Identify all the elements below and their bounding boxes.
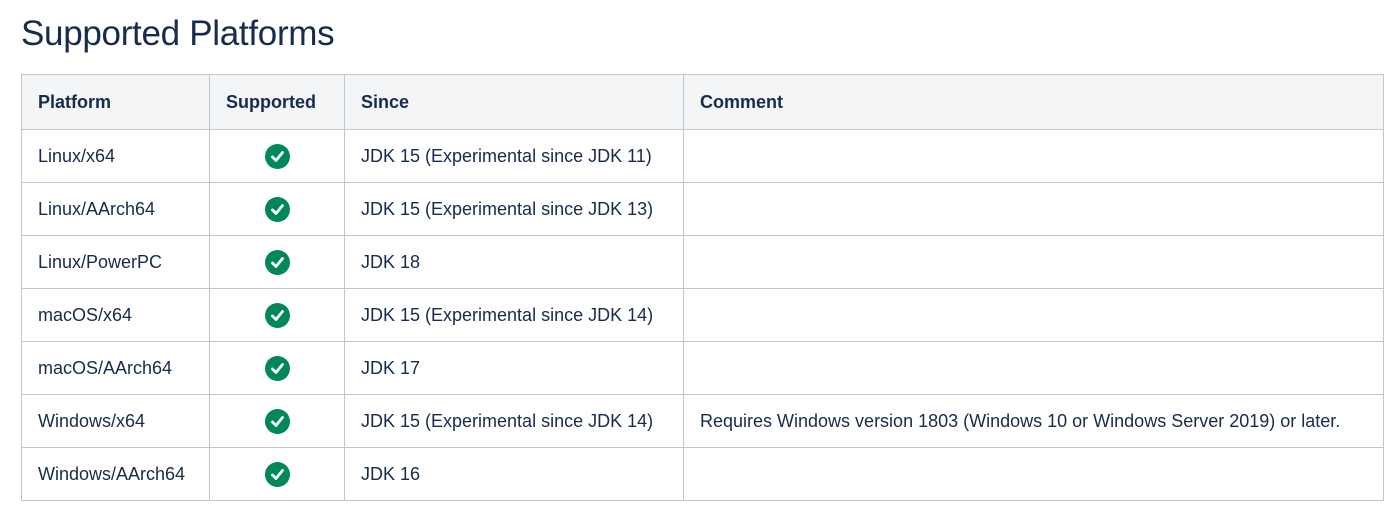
- check-circle-icon: [264, 302, 290, 328]
- table-row: macOS/x64 JDK 15 (Experimental since JDK…: [21, 288, 1384, 342]
- supported-cell: [209, 394, 345, 448]
- platform-cell: Linux/AArch64: [21, 182, 210, 236]
- comment-cell: [683, 447, 1384, 501]
- supported-cell: [209, 235, 345, 289]
- platform-cell: Windows/x64: [21, 394, 210, 448]
- comment-cell: [683, 341, 1384, 395]
- check-circle-icon: [264, 249, 290, 275]
- table-row: Linux/x64 JDK 15 (Experimental since JDK…: [21, 129, 1384, 183]
- since-cell: JDK 15 (Experimental since JDK 11): [344, 129, 684, 183]
- table-row: Windows/AArch64 JDK 16: [21, 447, 1384, 501]
- since-cell: JDK 18: [344, 235, 684, 289]
- supported-cell: [209, 288, 345, 342]
- table-row: macOS/AArch64 JDK 17: [21, 341, 1384, 395]
- column-header-platform: Platform: [21, 74, 210, 130]
- check-circle-icon: [264, 408, 290, 434]
- comment-cell: Requires Windows version 1803 (Windows 1…: [683, 394, 1384, 448]
- comment-cell: [683, 235, 1384, 289]
- since-cell: JDK 17: [344, 341, 684, 395]
- column-header-since: Since: [344, 74, 684, 130]
- comment-cell: [683, 182, 1384, 236]
- column-header-supported: Supported: [209, 74, 345, 130]
- since-cell: JDK 16: [344, 447, 684, 501]
- platforms-table: Platform Supported Since Comment Linux/x…: [21, 74, 1384, 501]
- platform-cell: Windows/AArch64: [21, 447, 210, 501]
- table-row: Linux/AArch64 JDK 15 (Experimental since…: [21, 182, 1384, 236]
- table-row: Windows/x64 JDK 15 (Experimental since J…: [21, 394, 1384, 448]
- supported-cell: [209, 182, 345, 236]
- table-row: Linux/PowerPC JDK 18: [21, 235, 1384, 289]
- check-circle-icon: [264, 461, 290, 487]
- table-header-row: Platform Supported Since Comment: [21, 74, 1384, 130]
- since-cell: JDK 15 (Experimental since JDK 13): [344, 182, 684, 236]
- platform-cell: macOS/AArch64: [21, 341, 210, 395]
- page-title: Supported Platforms: [21, 14, 335, 53]
- platform-cell: macOS/x64: [21, 288, 210, 342]
- comment-cell: [683, 288, 1384, 342]
- platform-cell: Linux/x64: [21, 129, 210, 183]
- since-cell: JDK 15 (Experimental since JDK 14): [344, 288, 684, 342]
- supported-cell: [209, 447, 345, 501]
- check-circle-icon: [264, 355, 290, 381]
- platform-cell: Linux/PowerPC: [21, 235, 210, 289]
- check-circle-icon: [264, 143, 290, 169]
- check-circle-icon: [264, 196, 290, 222]
- column-header-comment: Comment: [683, 74, 1384, 130]
- comment-cell: [683, 129, 1384, 183]
- supported-cell: [209, 341, 345, 395]
- since-cell: JDK 15 (Experimental since JDK 14): [344, 394, 684, 448]
- supported-cell: [209, 129, 345, 183]
